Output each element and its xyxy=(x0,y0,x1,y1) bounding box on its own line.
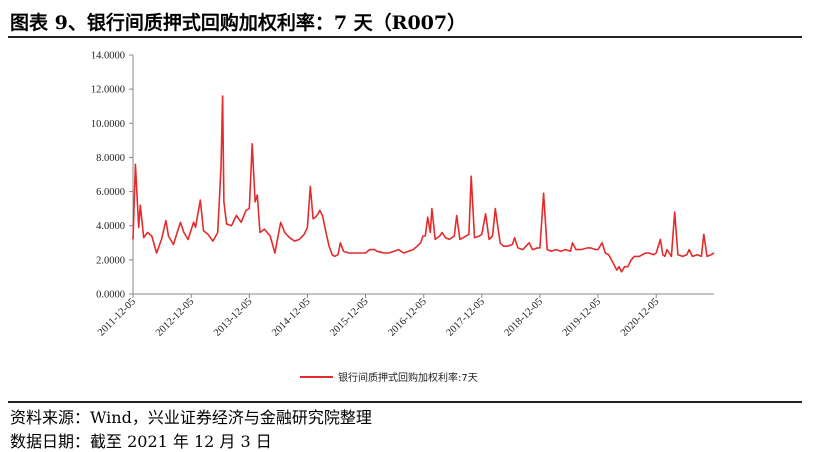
top-rule xyxy=(8,36,802,38)
y-tick-label: 10.0000 xyxy=(91,119,125,130)
y-axis: 0.0000 2.0000 4.0000 6.0000 8.0000 10.0000 12.… xyxy=(91,51,134,301)
y-tick-label: 12.0000 xyxy=(91,85,125,96)
date-note: 数据日期：截至 2021 年 12 月 3 日 xyxy=(10,432,272,451)
y-tick-label: 14.0000 xyxy=(91,51,125,62)
x-tick-label: 2013-12-05 xyxy=(212,296,254,338)
x-tick-label: 2011-12-05 xyxy=(96,296,138,338)
legend-label: 银行间质押式回购加权利率:7天 xyxy=(338,371,478,384)
line-chart: 0.0000 2.0000 4.0000 6.0000 8.0000 10.0000 12.… xyxy=(91,51,715,384)
y-tick-label: 2.0000 xyxy=(96,255,125,266)
x-tick-label: 2017-12-05 xyxy=(445,296,487,338)
y-tick-label: 8.0000 xyxy=(96,153,125,164)
x-tick-label: 2020-12-05 xyxy=(619,296,661,338)
legend: 银行间质押式回购加权利率:7天 xyxy=(300,371,478,384)
chart-title: 图表 9、银行间质押式回购加权利率：7 天（R007） xyxy=(10,12,467,34)
x-tick-label: 2016-12-05 xyxy=(386,296,428,338)
x-tick-label: 2018-12-05 xyxy=(503,296,545,338)
bottom-rule xyxy=(8,401,802,403)
x-tick-label: 2014-12-05 xyxy=(270,296,312,338)
x-tick-label: 2019-12-05 xyxy=(561,296,603,338)
x-tick-label: 2015-12-05 xyxy=(328,296,370,338)
y-tick-label: 4.0000 xyxy=(96,221,125,232)
x-axis: 2011-12-05 2012-12-05 2013-12-05 2014-12-05… xyxy=(96,293,714,339)
y-tick-label: 6.0000 xyxy=(96,187,125,198)
y-tick-label: 0.0000 xyxy=(96,290,125,301)
series-line xyxy=(132,95,715,273)
plot-area xyxy=(132,95,715,273)
x-tick-label: 2012-12-05 xyxy=(154,296,196,338)
source-note: 资料来源：Wind，兴业证券经济与金融研究院整理 xyxy=(10,408,372,427)
